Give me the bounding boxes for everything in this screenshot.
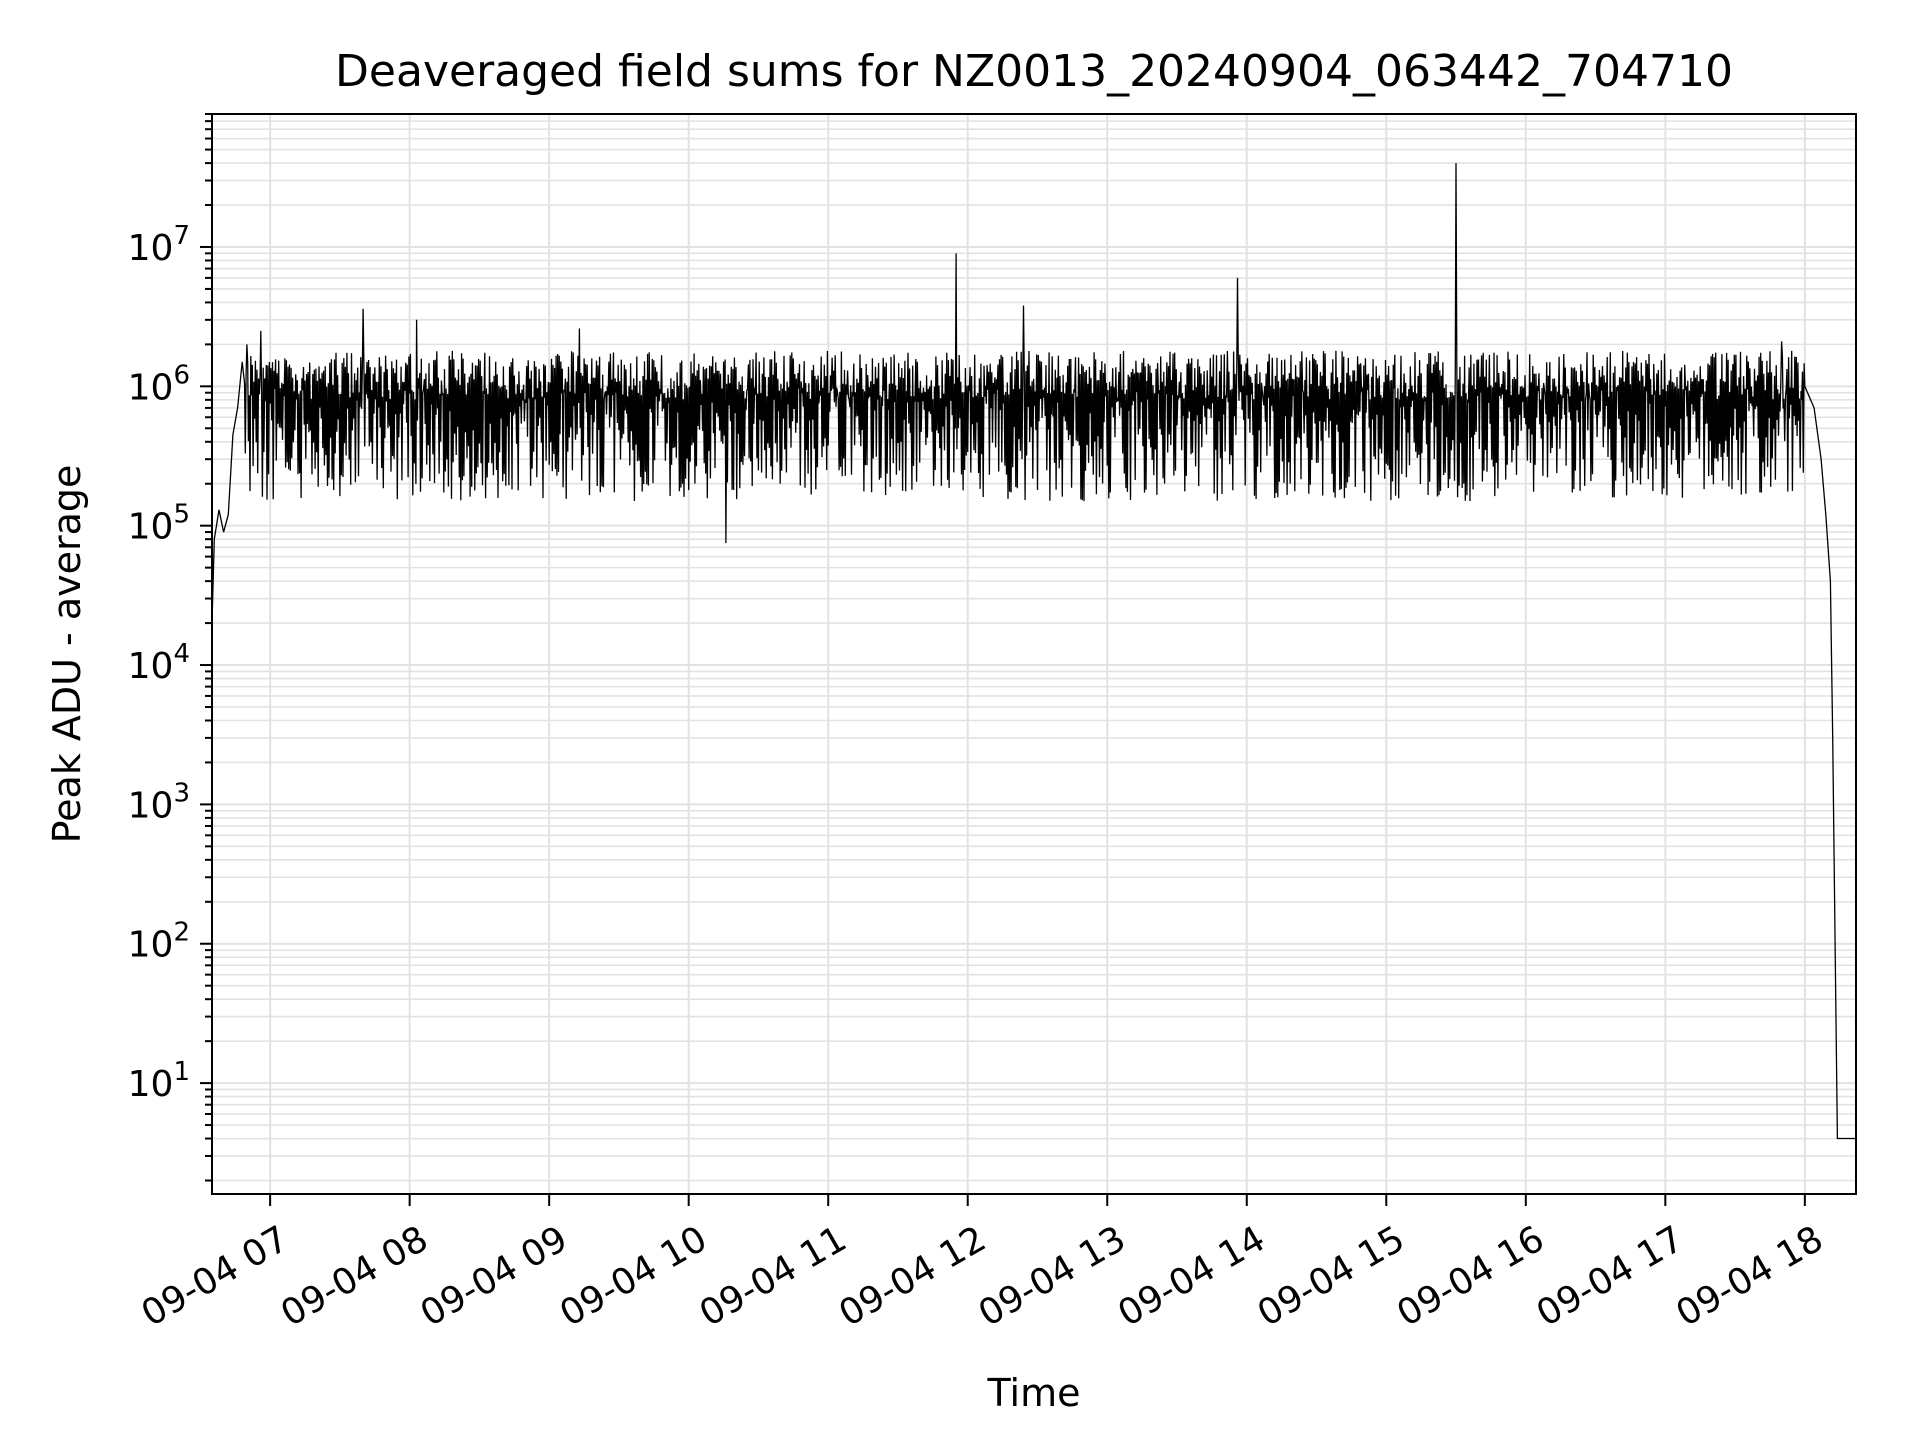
y-tick-label: 101 xyxy=(128,1057,190,1105)
y-tick-label: 107 xyxy=(128,221,190,269)
grid-lines xyxy=(212,113,1856,1194)
plot-frame xyxy=(211,113,1857,1195)
x-axis-label: Time xyxy=(987,1371,1081,1415)
y-tick-label: 105 xyxy=(128,500,190,548)
y-axis-label: Peak ADU - average xyxy=(45,465,89,844)
chart-title: Deaveraged field sums for NZ0013_2024090… xyxy=(335,46,1733,97)
y-tick-label: 103 xyxy=(128,778,190,826)
y-tick-label: 104 xyxy=(128,639,190,687)
y-axis: 101 102 103 104 105 106 107 xyxy=(128,113,212,1182)
series-line xyxy=(211,163,1856,1140)
y-tick-label: 106 xyxy=(128,360,190,408)
y-tick-label: 102 xyxy=(128,918,190,966)
series-layer xyxy=(211,163,1856,1140)
